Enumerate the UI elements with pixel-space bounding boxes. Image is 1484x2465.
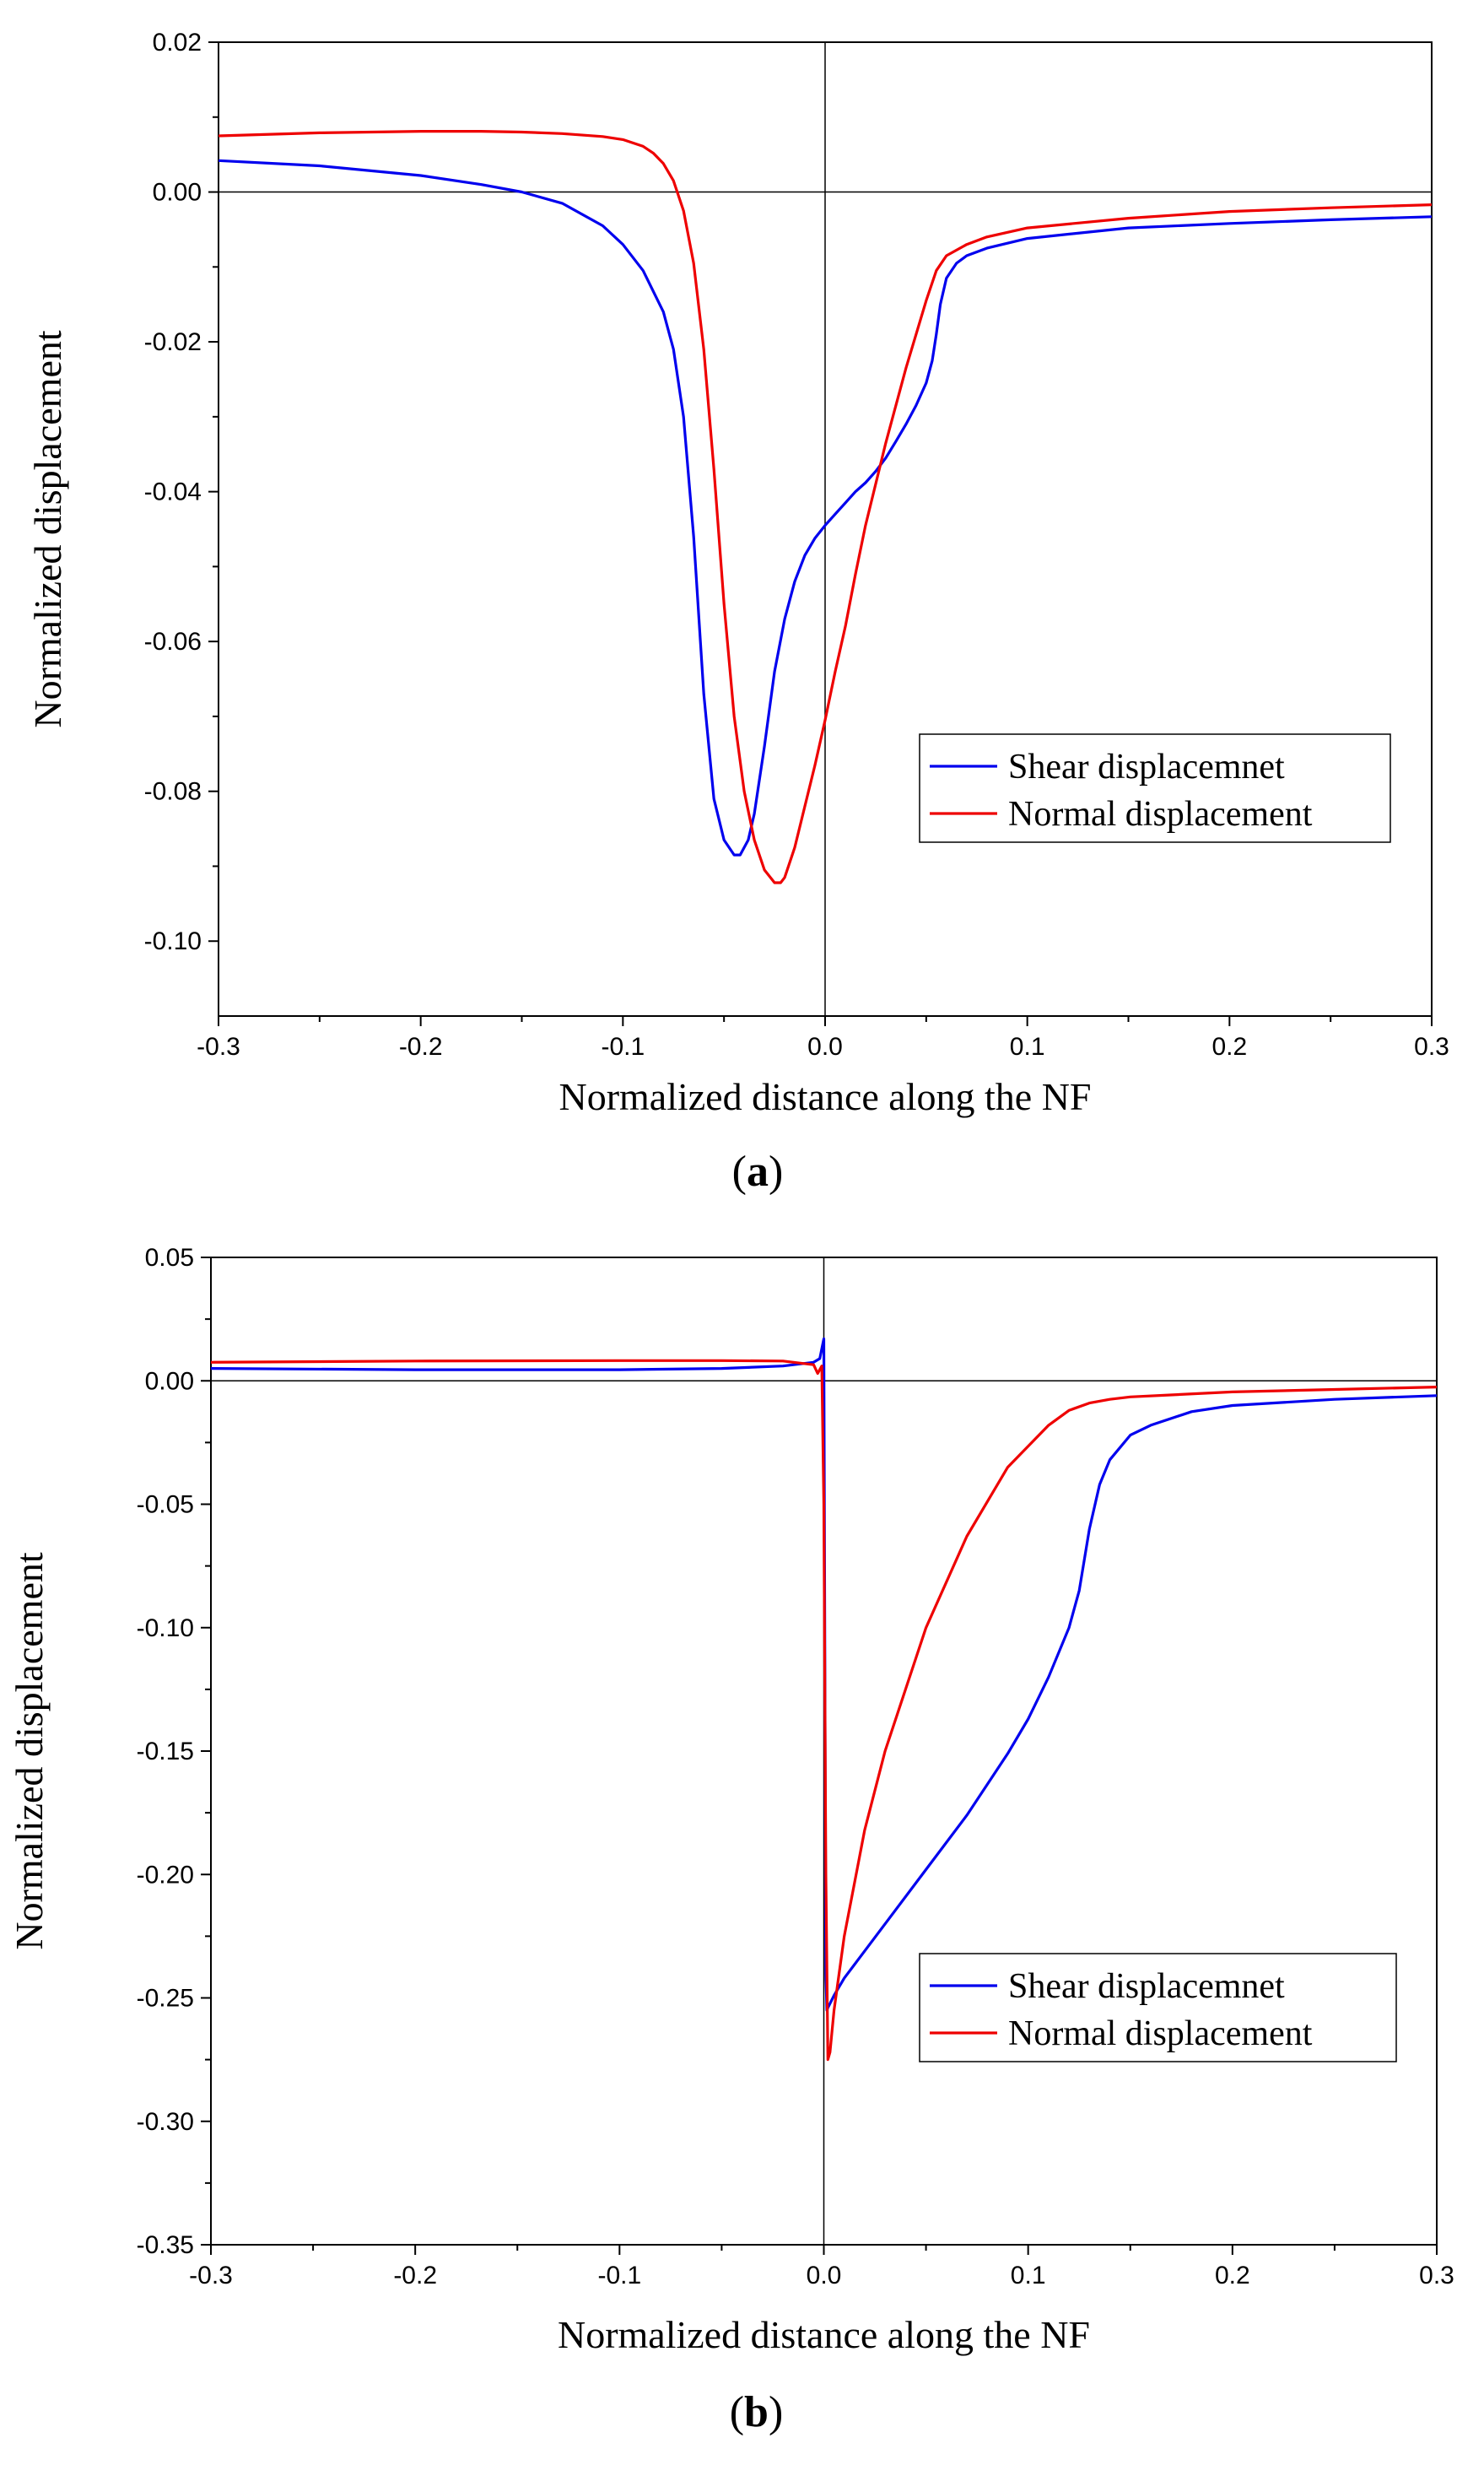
panel-b-legend-box <box>919 1953 1397 2062</box>
panel-b-series-line-shear <box>211 1337 1437 2012</box>
panel-a-legend-label-shear: Shear displacemnet <box>1008 748 1285 787</box>
panel-b-y-tick-label: -0.30 <box>137 2108 194 2136</box>
panel-a-y-tick-label: -0.08 <box>144 778 202 806</box>
panel-a-legend: Shear displacemnet Normal displacement <box>919 733 1391 843</box>
panel-a-x-axis-title: Normalized distance along the NF <box>559 1075 1091 1118</box>
panel-b-legend-label-shear: Shear displacemnet <box>1008 1967 1285 2006</box>
panel-a-panel-label: (a) <box>732 1148 784 1196</box>
panel-a-x-tick-label: 0.2 <box>1211 1033 1247 1061</box>
panel-a-y-tick-label: 0.00 <box>153 179 202 207</box>
panel-b-x-tick-label: -0.2 <box>393 2262 437 2289</box>
panel-b-x-axis-title: Normalized distance along the NF <box>558 2313 1090 2356</box>
panel-a-x-tick-label: -0.3 <box>197 1033 240 1061</box>
panel-a-series-line-shear <box>219 159 1432 857</box>
panel-a-y-tick-label: -0.04 <box>144 478 202 506</box>
chart-panel-b: -0.3 -0.2 -0.1 0.0 0.1 0.2 0.3 0.05 0.00 -0.05 -0.… <box>8 1244 1454 2436</box>
panel-b-x-tick-label: 0.3 <box>1419 2262 1454 2289</box>
panel-a-x-tick-label: -0.1 <box>601 1033 645 1061</box>
panel-a-x-tick-label: 0.3 <box>1414 1033 1449 1061</box>
panel-b-series-line-normal <box>211 1359 1437 2062</box>
panel-b-x-tick-label: -0.3 <box>189 2262 233 2289</box>
panel-a-y-tick-label: -0.06 <box>144 628 202 656</box>
panel-a-x-tick-label: 0.0 <box>807 1033 843 1061</box>
panel-b-x-tick-label: -0.1 <box>597 2262 641 2289</box>
panel-b-y-tick-label: 0.05 <box>145 1244 194 1272</box>
panel-b-y-tick-label: -0.15 <box>137 1738 194 1765</box>
panel-b-y-axis-title: Normalized displacement <box>8 1552 51 1950</box>
panel-a-y-axis-title: Normalized displacement <box>26 330 69 728</box>
panel-b-y-tick-label: -0.10 <box>137 1614 194 1642</box>
panel-a-y-tick-label: 0.02 <box>153 29 202 57</box>
panel-b-y-tick-label: -0.20 <box>137 1861 194 1889</box>
panel-a-x-tick-label: 0.1 <box>1010 1033 1045 1061</box>
panel-a-legend-box <box>919 733 1391 843</box>
panel-b-panel-label: (b) <box>730 2388 784 2436</box>
panel-a-series-line-normal <box>219 130 1432 884</box>
panel-b-legend-label-normal: Normal displacement <box>1008 2014 1313 2053</box>
panel-b-x-tick-label: 0.2 <box>1215 2262 1250 2289</box>
panel-a-y-tick-label: -0.10 <box>144 927 202 955</box>
chart-panel-a: -0.3 -0.2 -0.1 0.0 0.1 0.2 0.3 0.02 0.00 -0.02 -0.… <box>26 29 1449 1196</box>
panel-a-x-tick-label: -0.2 <box>399 1033 443 1061</box>
panel-b-y-tick-label: 0.00 <box>145 1367 194 1395</box>
panel-a-legend-label-normal: Normal displacement <box>1008 795 1313 834</box>
panel-b-y-tick-label: -0.25 <box>137 1985 194 2013</box>
panel-a-y-tick-label: -0.02 <box>144 328 202 356</box>
panel-b-x-tick-label: 0.0 <box>807 2262 842 2289</box>
panel-b-y-tick-label: -0.35 <box>137 2231 194 2259</box>
panel-b-legend: Shear displacemnet Normal displacement <box>919 1953 1397 2062</box>
panel-b-y-tick-label: -0.05 <box>137 1491 194 1519</box>
panel-b-x-tick-label: 0.1 <box>1011 2262 1046 2289</box>
